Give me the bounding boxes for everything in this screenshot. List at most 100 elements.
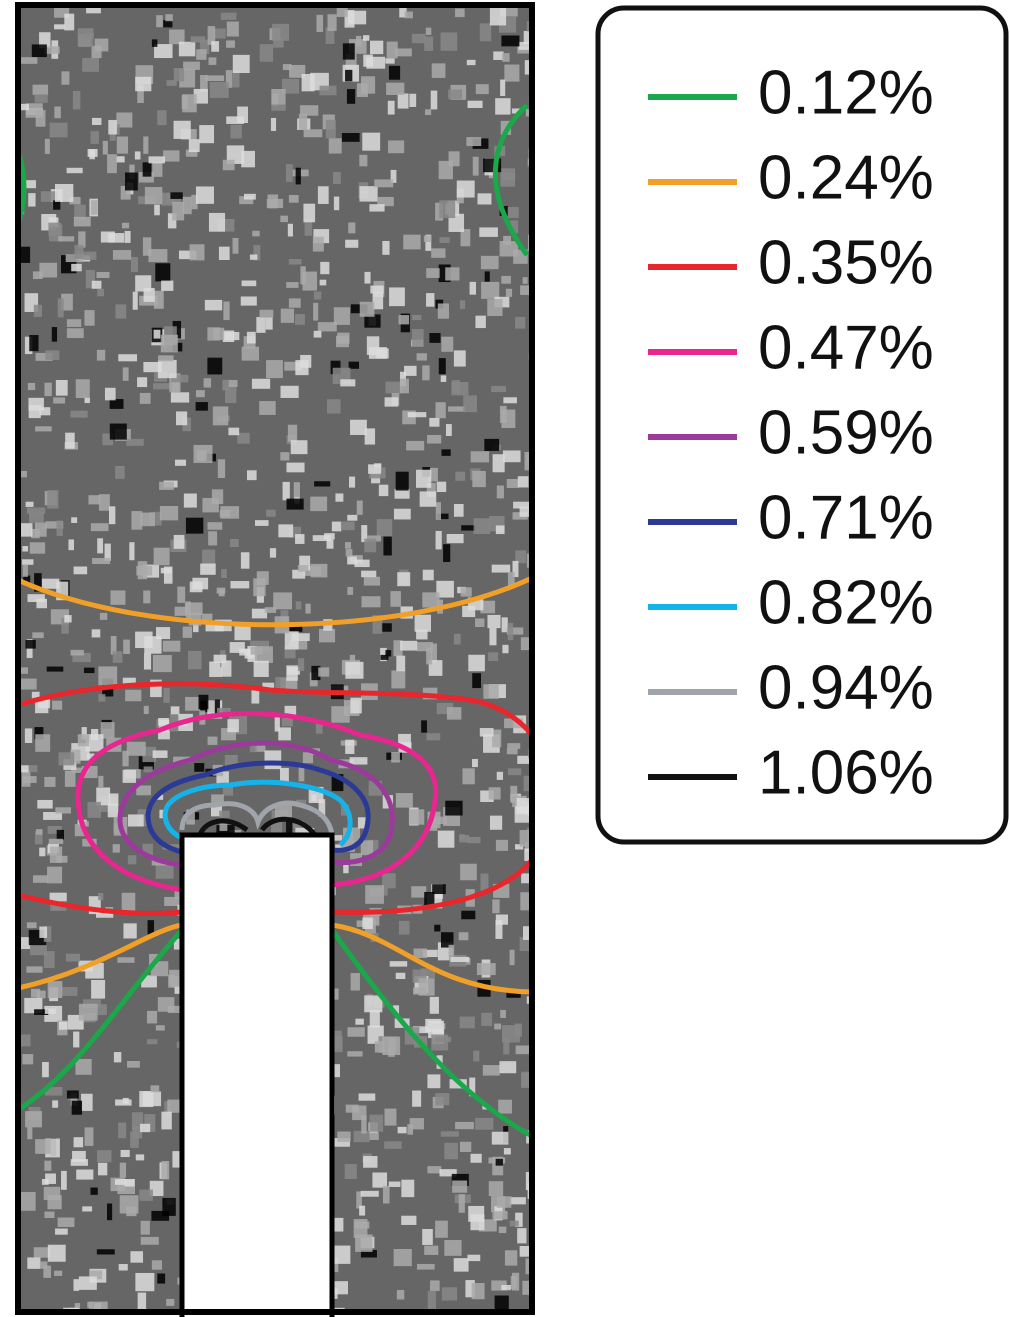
speckle	[92, 558, 110, 564]
speckle	[210, 82, 229, 98]
speckle	[273, 592, 292, 609]
speckle	[188, 651, 202, 669]
speckle	[427, 1074, 440, 1088]
legend-label: 1.06%	[758, 738, 934, 807]
speckle	[501, 410, 515, 428]
speckle	[296, 601, 302, 609]
speckle	[65, 771, 76, 787]
speckle	[426, 293, 434, 307]
speckle	[364, 539, 376, 553]
speckle	[161, 281, 173, 291]
speckle	[419, 978, 435, 995]
speckle	[84, 310, 94, 326]
speckle	[33, 875, 48, 883]
speckle	[45, 139, 50, 154]
speckle	[372, 1173, 387, 1188]
speckle	[48, 1245, 66, 1262]
speckle	[496, 1159, 503, 1166]
speckle	[454, 504, 464, 517]
speckle	[478, 193, 492, 204]
figure: 0.12%0.24%0.35%0.47%0.59%0.71%0.82%0.94%…	[0, 0, 1010, 1317]
speckle	[32, 44, 47, 57]
speckle	[350, 757, 368, 764]
speckle	[416, 470, 431, 488]
speckle	[444, 1143, 458, 1160]
speckle	[310, 497, 327, 512]
speckle	[26, 502, 34, 507]
speckle	[299, 767, 305, 782]
speckle	[128, 855, 136, 864]
speckle	[383, 1186, 390, 1204]
speckle	[394, 509, 411, 520]
speckle	[316, 15, 323, 32]
speckle	[107, 1204, 112, 1221]
speckle	[97, 1249, 115, 1254]
speckle	[429, 418, 439, 427]
speckle	[483, 1065, 500, 1076]
speckle	[445, 267, 459, 280]
speckle	[510, 950, 515, 965]
speckle	[508, 207, 519, 218]
speckle	[101, 231, 115, 242]
speckle	[58, 236, 74, 241]
speckle	[74, 217, 91, 227]
speckle	[65, 433, 75, 449]
speckle	[123, 923, 136, 938]
speckle	[461, 587, 472, 596]
speckle	[91, 131, 99, 144]
speckle	[125, 173, 138, 191]
speckle	[475, 618, 484, 627]
speckle	[259, 401, 275, 415]
speckle	[435, 402, 445, 418]
speckle	[345, 70, 352, 81]
speckle	[54, 1271, 62, 1276]
speckle	[27, 1127, 32, 1139]
speckle	[47, 667, 64, 672]
speckle	[35, 1139, 51, 1154]
speckle	[26, 180, 36, 188]
speckle	[313, 237, 324, 252]
speckle	[412, 329, 424, 347]
speckle	[223, 301, 229, 320]
speckle	[153, 383, 171, 389]
speckle	[242, 280, 257, 286]
speckle	[405, 12, 413, 19]
speckle	[141, 1221, 150, 1235]
speckle	[91, 1188, 98, 1195]
speckle	[345, 240, 358, 248]
speckle	[296, 168, 301, 185]
speckle	[472, 673, 481, 688]
speckle	[98, 694, 105, 701]
speckle	[147, 1039, 158, 1044]
speckle	[457, 181, 475, 198]
speckle	[289, 298, 301, 307]
speckle	[25, 1111, 42, 1127]
speckle	[362, 133, 380, 151]
speckle	[370, 286, 383, 294]
speckle	[300, 355, 311, 368]
speckle	[389, 1182, 401, 1187]
speckle	[135, 1273, 154, 1291]
speckle	[113, 844, 120, 852]
notch	[182, 835, 332, 1317]
speckle	[370, 41, 383, 55]
speckle	[81, 1094, 93, 1111]
speckle	[25, 640, 35, 649]
speckle	[79, 1004, 98, 1021]
speckle	[401, 1216, 416, 1225]
speckle	[140, 513, 155, 527]
speckle	[473, 157, 479, 176]
speckle	[74, 1137, 84, 1147]
speckle	[334, 1246, 351, 1264]
speckle	[52, 701, 62, 710]
speckle	[483, 684, 498, 698]
speckle	[350, 420, 367, 435]
speckle	[252, 231, 259, 237]
speckle	[206, 75, 225, 81]
speckle	[516, 1046, 531, 1055]
speckle	[143, 237, 151, 255]
speckle	[470, 1214, 484, 1230]
speckle	[20, 1035, 31, 1047]
speckle	[21, 247, 30, 263]
speckle	[22, 1054, 33, 1064]
